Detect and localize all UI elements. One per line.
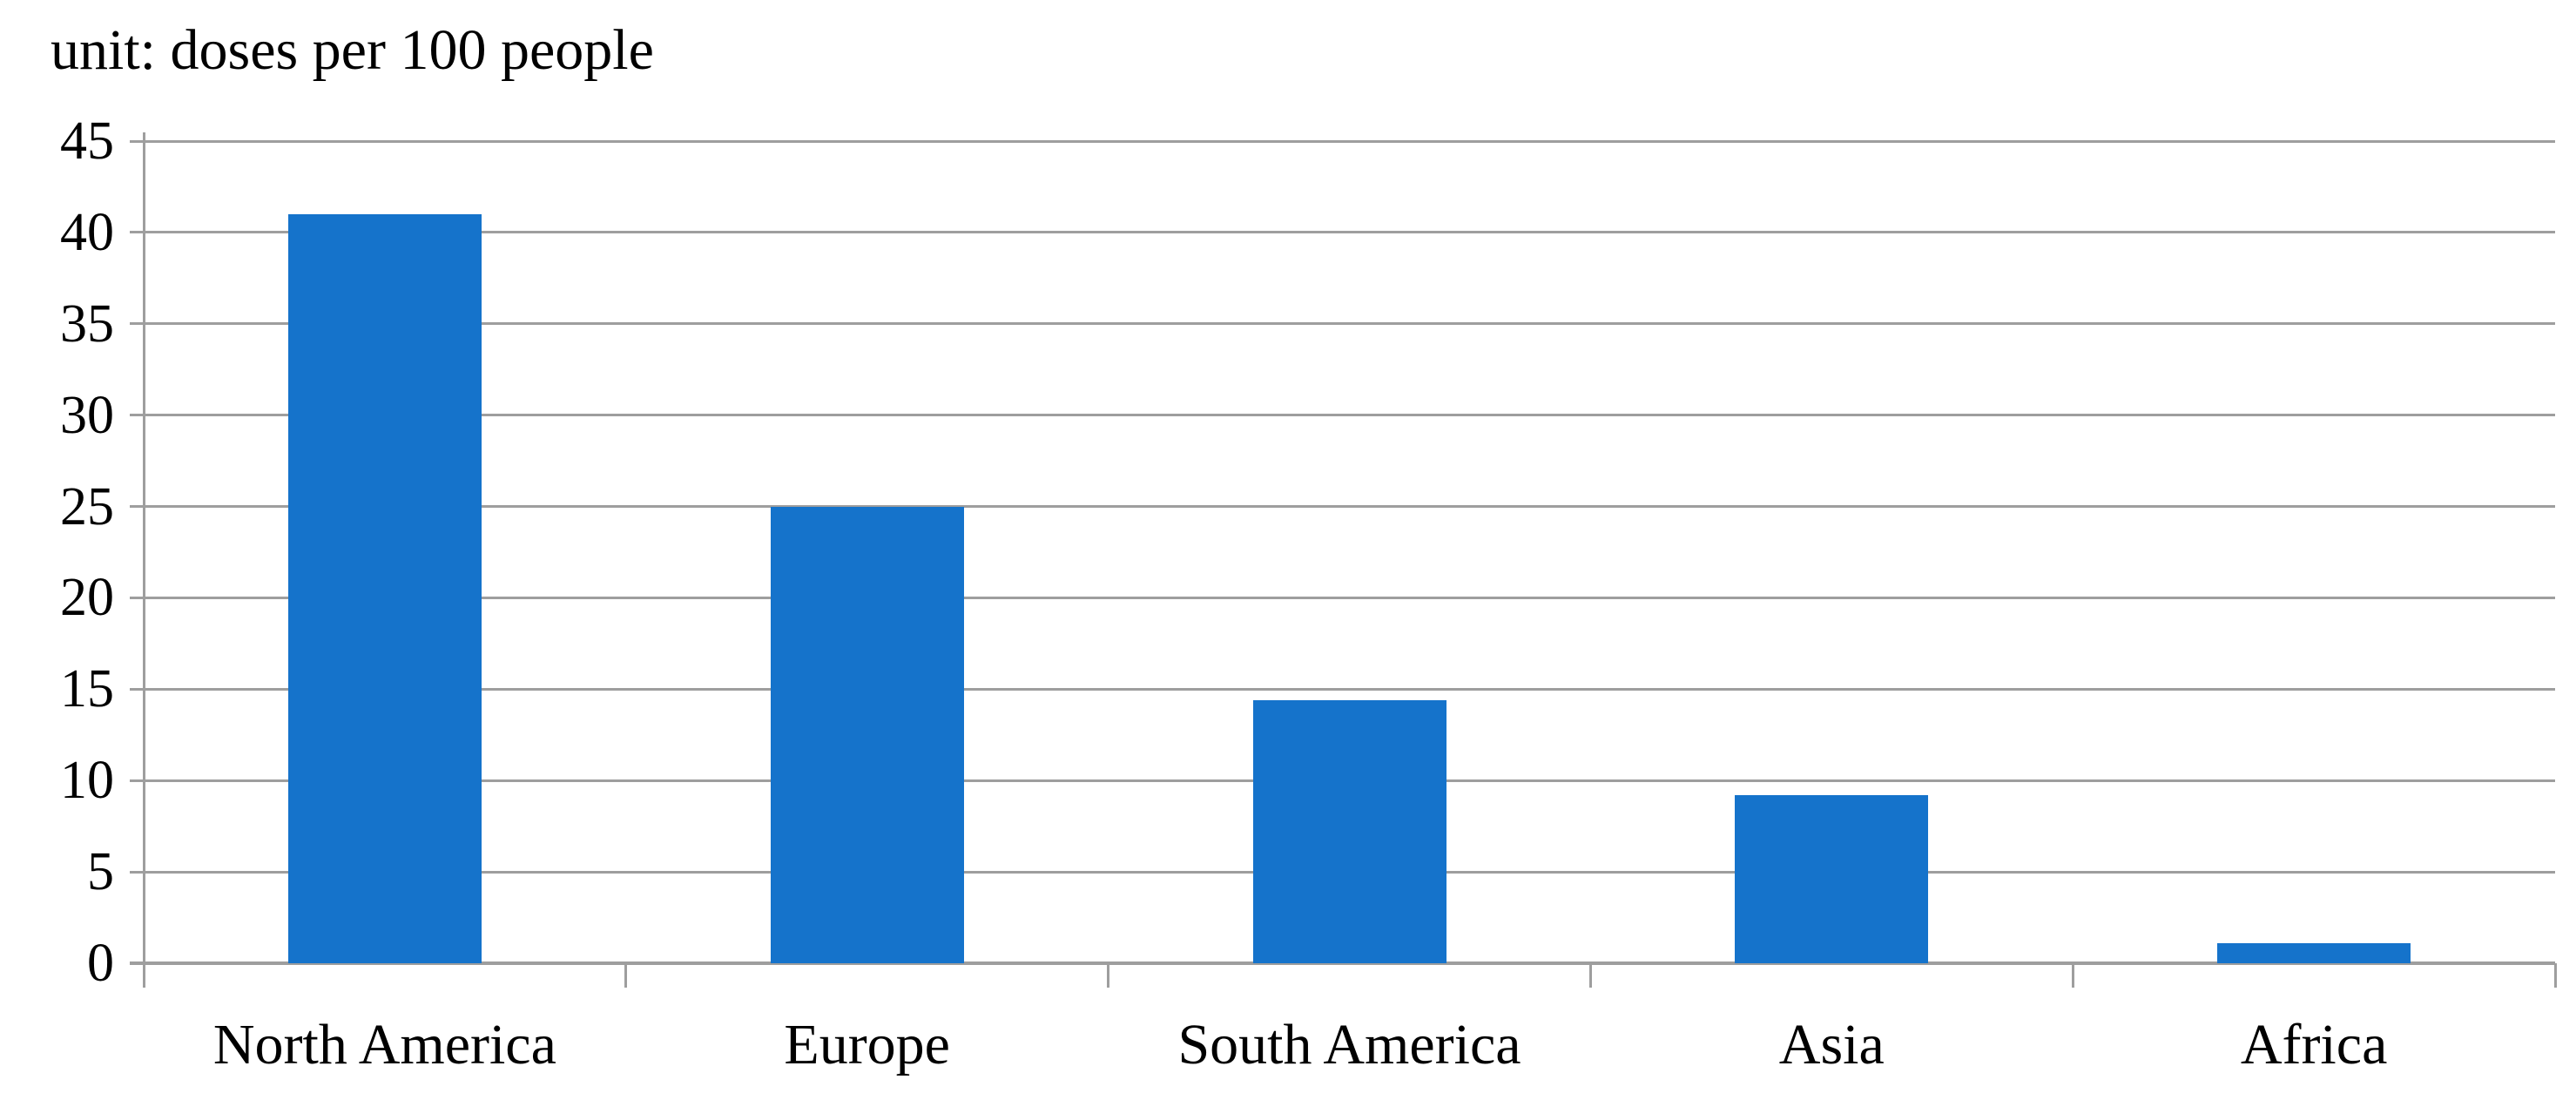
x-category-label-africa: Africa: [2240, 1013, 2388, 1076]
bar-asia: [1735, 795, 1929, 963]
gridline-40: [130, 231, 2555, 234]
x-tick-2: [1107, 963, 1110, 988]
y-tick-label-25: 25: [60, 476, 114, 536]
x-category-label-south-america: South America: [1177, 1013, 1521, 1076]
gridline-25: [130, 505, 2555, 509]
y-tick-label-35: 35: [60, 293, 114, 354]
bar-south-america: [1252, 699, 1446, 963]
y-tick-label-10: 10: [60, 751, 114, 811]
gridline-15: [130, 687, 2555, 691]
x-category-label-north-america: North America: [212, 1013, 556, 1076]
bar-north-america: [287, 213, 482, 963]
bar-africa: [2217, 942, 2411, 963]
x-tick-3: [1588, 963, 1592, 988]
y-tick-label-40: 40: [60, 202, 114, 262]
x-category-label-europe: Europe: [784, 1013, 950, 1076]
y-tick-label-0: 0: [87, 934, 114, 993]
gridline-45: [130, 139, 2555, 143]
y-tick-label-15: 15: [60, 659, 114, 719]
y-axis-line: [143, 132, 145, 965]
y-tick-label-45: 45: [60, 111, 114, 171]
y-tick-label-5: 5: [87, 842, 114, 902]
chart-unit-label: unit: doses per 100 people: [51, 18, 654, 82]
gridline-30: [130, 414, 2555, 417]
gridline-20: [130, 596, 2555, 599]
x-tick-1: [624, 963, 628, 988]
x-tick-0: [142, 963, 145, 988]
y-tick-label-30: 30: [60, 385, 114, 445]
x-tick-4: [2071, 963, 2074, 988]
gridline-35: [130, 322, 2555, 326]
bar-europe: [770, 506, 964, 963]
gridline-0: [130, 961, 2555, 965]
y-tick-label-20: 20: [60, 568, 114, 628]
x-category-label-asia: Asia: [1778, 1013, 1885, 1076]
x-tick-5: [2553, 963, 2557, 988]
